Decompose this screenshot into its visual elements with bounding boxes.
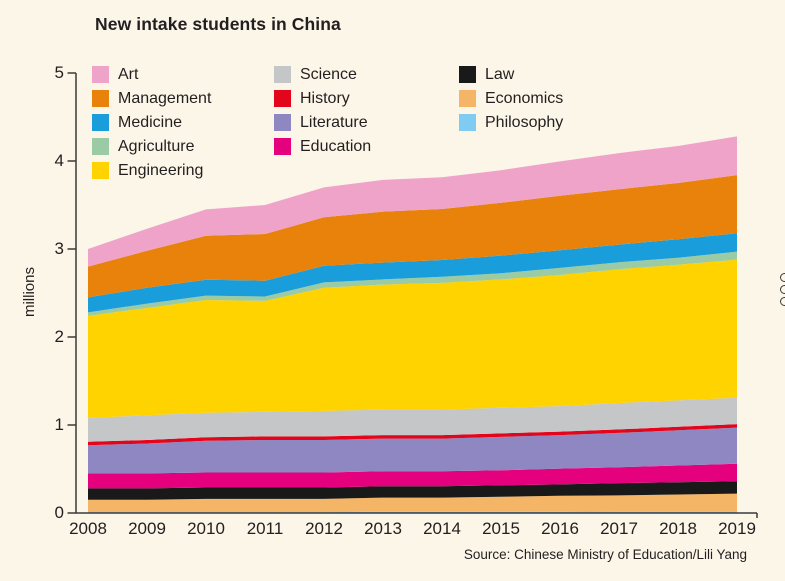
legend-item-agriculture: Agriculture [92,138,211,155]
area-agriculture [88,251,737,316]
legend-swatch-economics [459,90,476,107]
x-tick-label-2008: 2008 [69,519,107,538]
legend-item-engineering: Engineering [92,162,211,179]
legend-label-education: Education [300,138,372,155]
area-management [88,175,737,298]
y-tick-label-5: 5 [54,63,64,82]
clipped-circle-icon [780,285,785,294]
legend-swatch-philosophy [459,114,476,131]
legend-swatch-science [274,66,291,83]
legend-item-management: Management [92,90,211,107]
legend-item-philosophy: Philosophy [459,114,563,131]
y-tick-label-2: 2 [54,327,64,346]
legend-item-education: Education [274,138,371,155]
legend-swatch-literature [274,114,291,131]
y-tick-label-1: 1 [54,415,64,434]
legend-label-law: Law [485,66,515,83]
area-literature [88,427,737,474]
x-tick-label-2018: 2018 [659,519,697,538]
area-history [88,424,737,446]
source-credit: Source: Chinese Ministry of Education/Li… [463,547,747,562]
legend-label-philosophy: Philosophy [485,114,564,131]
legend-column-3: Law Economics Philosophy [459,66,563,138]
legend-column-1: Art Management Medicine Agriculture Engineer… [92,66,211,186]
legend-item-science: Science [274,66,371,83]
area-medicine [88,233,737,313]
legend-label-engineering: Engineering [118,162,204,179]
legend-label-economics: Economics [485,90,564,107]
legend-label-agriculture: Agriculture [118,138,195,155]
legend-label-science: Science [300,66,357,83]
chart-title: New intake students in China [95,14,341,34]
legend-item-art: Art [92,66,211,83]
x-tick-label-2016: 2016 [541,519,579,538]
legend-column-2: Science History Literature Education [274,66,371,162]
legend-label-medicine: Medicine [118,114,183,131]
y-tick-label-0: 0 [54,503,64,522]
legend-item-medicine: Medicine [92,114,211,131]
x-tick-label-2014: 2014 [423,519,461,538]
area-education [88,463,737,489]
clipped-edge-marks-icon [780,273,785,319]
x-tick-label-2013: 2013 [364,519,402,538]
y-axis-title: millions [21,267,38,318]
area-art [88,136,737,267]
legend-swatch-education [274,138,291,155]
area-science [88,397,737,442]
legend-label-art: Art [118,66,139,83]
legend-item-law: Law [459,66,563,83]
legend-swatch-agriculture [92,138,109,155]
legend-item-economics: Economics [459,90,563,107]
legend-swatch-law [459,66,476,83]
y-tick-label-4: 4 [54,151,64,170]
legend-swatch-art [92,66,109,83]
legend-label-history: History [300,90,350,107]
x-tick-label-2019: 2019 [718,519,756,538]
x-tick-label-2015: 2015 [482,519,520,538]
x-tick-label-2012: 2012 [305,519,343,538]
clipped-circle-icon [780,297,785,306]
legend-swatch-medicine [92,114,109,131]
area-engineering [88,259,737,418]
clipped-circle-icon [780,273,785,282]
x-tick-label-2010: 2010 [187,519,225,538]
legend-label-literature: Literature [300,114,368,131]
y-tick-label-3: 3 [54,239,64,258]
area-economics [88,493,737,513]
legend-swatch-history [274,90,291,107]
area-law [88,481,737,500]
legend-item-history: History [274,90,371,107]
x-tick-label-2009: 2009 [128,519,166,538]
x-tick-label-2017: 2017 [600,519,638,538]
legend-item-literature: Literature [274,114,371,131]
legend-label-management: Management [118,90,212,107]
legend-swatch-engineering [92,162,109,179]
x-tick-label-2011: 2011 [246,519,284,538]
legend-swatch-management [92,90,109,107]
